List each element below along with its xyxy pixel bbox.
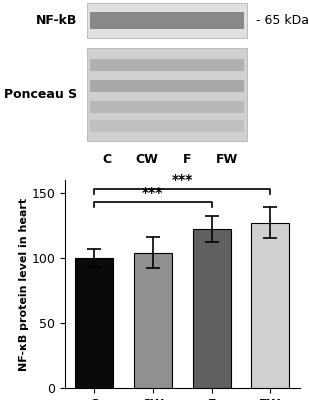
Text: Ponceau S: Ponceau S [4, 88, 77, 101]
Bar [90, 80, 244, 92]
Text: ***: *** [171, 173, 193, 187]
Bar [134, 253, 172, 388]
Bar [87, 48, 247, 141]
Bar [75, 258, 113, 388]
Bar [193, 229, 231, 388]
Text: - 65 kDa: - 65 kDa [256, 14, 309, 27]
Text: F: F [183, 153, 191, 166]
Text: C: C [102, 153, 111, 166]
Y-axis label: NF-κB protein level in heart: NF-κB protein level in heart [19, 198, 28, 370]
Text: FW: FW [216, 153, 238, 166]
Text: CW: CW [135, 153, 158, 166]
Text: ***: *** [142, 186, 164, 200]
Bar [90, 101, 244, 113]
Bar [90, 12, 244, 29]
Bar [87, 4, 247, 38]
Bar [251, 223, 290, 388]
Bar [90, 59, 244, 71]
Text: NF-kB: NF-kB [36, 14, 77, 27]
Bar [90, 120, 244, 132]
